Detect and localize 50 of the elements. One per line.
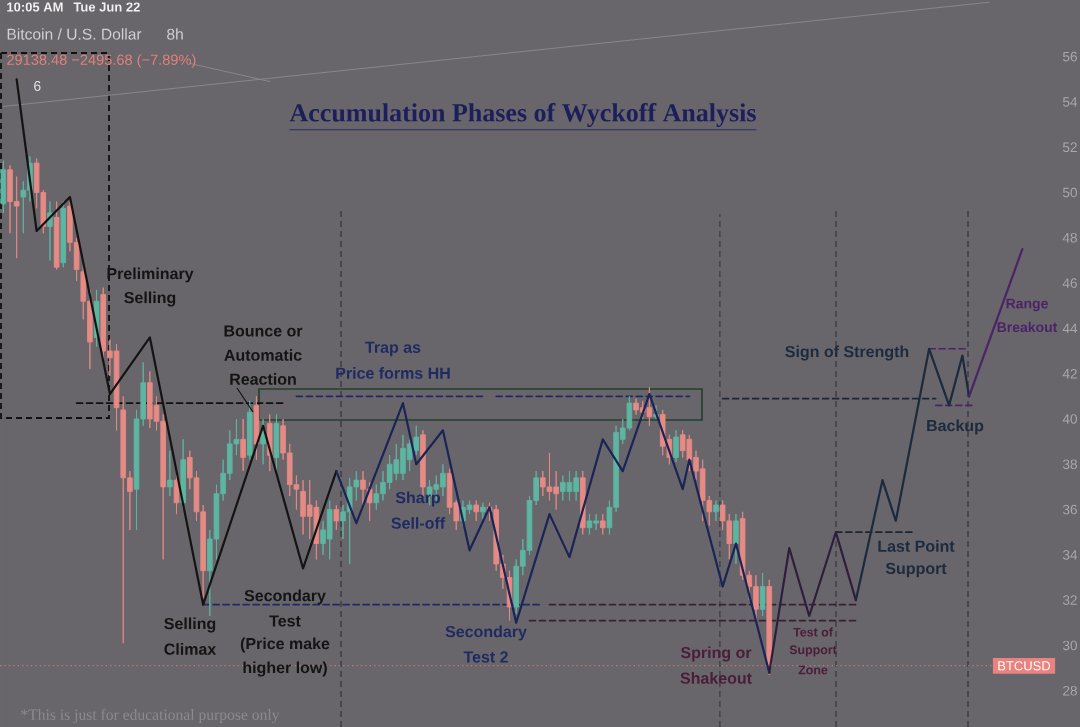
annotation: Test [269, 615, 301, 627]
annotation: Reaction [230, 373, 296, 385]
annotation: Zone [798, 665, 828, 675]
annotation: higher low) [243, 661, 327, 677]
y-tick-label: 46 [1062, 278, 1077, 288]
y-tick-label: 40 [1062, 414, 1077, 424]
y-tick-label: 48 [1062, 232, 1077, 243]
annotation: Range [1006, 298, 1048, 312]
annotation: Support [789, 645, 837, 657]
annotation: Preliminary [107, 267, 194, 283]
annotation: Sell-off [391, 517, 446, 529]
y-tick-label: 52 [1062, 142, 1077, 152]
annotation: 8h [167, 28, 183, 40]
annotation: Sign of Strength [785, 345, 909, 361]
y-tick-label: 30 [1062, 640, 1077, 651]
annotation: 29138.48 −2495.68 (−7.89%) [7, 54, 196, 68]
annotation: Bounce or [224, 325, 303, 337]
y-tick-label: 38 [1062, 459, 1077, 470]
y-tick-label: 34 [1062, 550, 1078, 560]
ref-line-label: BTCUSD [998, 661, 1051, 671]
annotation: Test of [793, 627, 833, 637]
annotation: Secondary [244, 589, 326, 605]
annotation: Backup [927, 419, 984, 435]
y-tick-label: 54 [1062, 97, 1078, 107]
annotation: 6 [34, 81, 41, 91]
y-tick-label: 42 [1062, 368, 1077, 379]
annotation: Bitcoin / U.S. Dollar [7, 28, 142, 40]
annotation: Last Point [878, 540, 955, 552]
annotation: Selling [164, 617, 216, 633]
y-tick-label: 28 [1063, 685, 1077, 696]
annotation: Breakout [997, 321, 1058, 333]
y-tick-label: 50 [1062, 187, 1077, 198]
y-tick-label: 56 [1062, 51, 1077, 62]
annotation: (Price make [240, 637, 330, 653]
annotation: Shakeout [680, 672, 752, 684]
annotation: 10:05 AM [7, 2, 63, 12]
y-tick-label: 44 [1062, 323, 1078, 334]
y-tick-label: 32 [1062, 595, 1077, 605]
annotation: Tue Jun 22 [73, 2, 140, 12]
annotation: Test 2 [463, 651, 508, 663]
annotation: Price forms HH [336, 367, 450, 379]
annotation: Selling [124, 291, 176, 307]
annotation: Support [885, 562, 947, 578]
annotation: Spring or [680, 646, 752, 662]
text: Accumulation Phases of Wyckoff Analysis [289, 103, 756, 127]
y-tick-label: 36 [1062, 504, 1077, 515]
annotation: Climax [164, 643, 217, 655]
annotation: Trap as [365, 341, 421, 357]
annotation: Automatic [224, 349, 302, 361]
annotation: Secondary [445, 625, 527, 641]
